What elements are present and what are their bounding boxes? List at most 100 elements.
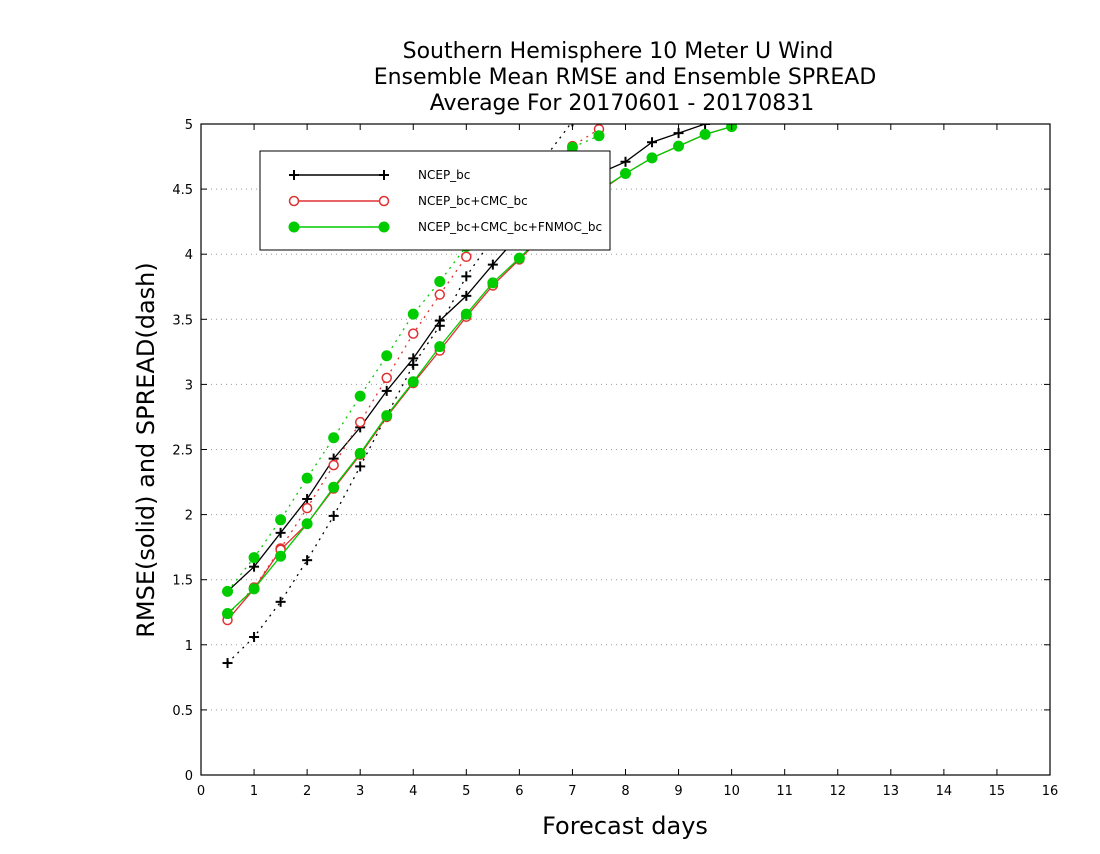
rmse-point: [700, 124, 711, 129]
x-tick-label: 1: [250, 784, 258, 799]
rmse-point: [249, 561, 260, 572]
y-tick-label: 3: [185, 378, 193, 393]
x-tick-label: 3: [356, 784, 364, 799]
spread-point: [434, 289, 446, 300]
x-tick-label: 4: [409, 784, 417, 799]
rmse-point: [222, 608, 234, 620]
spread-point: [408, 328, 419, 339]
rmse-point: [434, 341, 446, 353]
spread-point: [354, 416, 366, 428]
x-tick-label: 15: [989, 784, 1006, 799]
spread-point: [461, 251, 472, 263]
y-tick-label: 4.5: [172, 183, 193, 198]
rmse-point: [646, 152, 658, 164]
spread-point: [301, 472, 313, 484]
x-axis-ticks: 0 1 2 3 4 5 6 7 8 9 10 11 12 13 14 15 16: [197, 124, 1058, 799]
spread-point: [328, 432, 340, 444]
legend-marker-start: [288, 221, 300, 233]
spread-point: [355, 461, 366, 472]
spread-point: [328, 510, 339, 521]
rmse-point: [487, 259, 498, 270]
y-tick-label: 4: [185, 248, 193, 263]
rmse-point: [248, 583, 260, 595]
legend-label: NCEP_bc+CMC_bc: [418, 194, 528, 208]
x-tick-label: 7: [568, 784, 576, 799]
spread-point: [354, 390, 366, 402]
gridlines: [201, 188, 1050, 711]
legend-item-2: NCEP_bc+CMC_bc+FNMOC_bc: [288, 220, 602, 234]
rmse-point: [673, 140, 685, 152]
rmse-point: [328, 481, 340, 493]
x-tick-label: 14: [936, 784, 953, 799]
x-tick-label: 2: [303, 784, 311, 799]
legend-marker-start: [289, 170, 299, 180]
y-tick-label: 0: [185, 769, 193, 784]
x-tick-label: 16: [1042, 784, 1059, 799]
rmse-point: [699, 128, 711, 140]
x-tick-label: 5: [462, 784, 470, 799]
rmse-point: [354, 447, 366, 459]
spread-point: [407, 308, 419, 320]
chart-title-line-3: Average For 20170601 - 20170831: [430, 91, 815, 116]
x-axis-label: Forecast days: [542, 812, 708, 840]
rmse-point: [407, 376, 419, 388]
rmse-point: [620, 167, 631, 179]
x-tick-label: 11: [776, 784, 793, 799]
rmse-point: [434, 315, 445, 326]
chart-title-line-1: Southern Hemisphere 10 Meter U Wind: [403, 39, 834, 64]
legend-item-0: NCEP_bc: [289, 168, 470, 182]
legend: NCEP_bc NCEP_bc+CMC_bc NCEP_bc+CMC_bc+FNMO…: [259, 150, 611, 251]
legend-label: NCEP_bc: [418, 168, 470, 182]
x-tick-label: 6: [515, 784, 523, 799]
x-tick-label: 12: [829, 784, 846, 799]
legend-marker-end: [378, 221, 390, 233]
spread-point: [275, 596, 286, 607]
rmse-point: [301, 518, 313, 530]
rmse-line-0: [227, 124, 708, 592]
x-tick-label: 0: [197, 784, 205, 799]
rmse-point: [461, 290, 472, 301]
spread-point: [381, 350, 393, 362]
y-tick-label: 2: [185, 509, 193, 524]
spread-point: [249, 631, 260, 642]
y-tick-label: 5: [185, 118, 193, 133]
y-tick-label: 0.5: [172, 704, 193, 719]
x-tick-label: 13: [883, 784, 900, 799]
y-tick-label: 1: [185, 639, 193, 654]
y-tick-label: 3.5: [172, 313, 193, 328]
rmse-point: [513, 252, 525, 264]
legend-marker-end: [379, 170, 389, 180]
rmse-point: [381, 385, 392, 396]
spread-point: [222, 585, 234, 597]
y-axis-ticks: 0 0.5 1 1.5 2 2.5 3 3.5 4 4.5 5: [172, 118, 1050, 784]
spread-point: [275, 514, 287, 526]
rmse-point: [381, 410, 393, 422]
chart-title: Southern Hemisphere 10 Meter U Wind Ense…: [374, 39, 877, 116]
spread-point: [593, 130, 605, 142]
chart-title-line-2: Ensemble Mean RMSE and Ensemble SPREAD: [374, 65, 877, 90]
rmse-point: [487, 277, 499, 289]
legend-marker-start: [288, 195, 300, 207]
legend-marker-end: [378, 195, 390, 207]
spread-point: [302, 555, 313, 566]
rmse-point: [620, 156, 631, 167]
y-tick-label: 2.5: [172, 444, 193, 459]
spread-point: [461, 271, 472, 282]
rmse-point: [408, 353, 419, 364]
rmse-point: [275, 550, 287, 562]
spread-point: [301, 502, 313, 514]
spread-point: [248, 552, 260, 564]
rmse-point: [460, 308, 472, 320]
spread-point: [381, 372, 392, 384]
spread-point: [222, 658, 233, 669]
x-tick-label: 8: [621, 784, 629, 799]
spread-line-2: [226, 135, 600, 592]
rmse-point: [302, 493, 313, 504]
spread-point: [328, 459, 339, 471]
spread-point: [434, 276, 446, 288]
legend-item-1: NCEP_bc+CMC_bc: [288, 194, 528, 208]
x-tick-label: 9: [674, 784, 682, 799]
legend-label: NCEP_bc+CMC_bc+FNMOC_bc: [418, 220, 602, 234]
